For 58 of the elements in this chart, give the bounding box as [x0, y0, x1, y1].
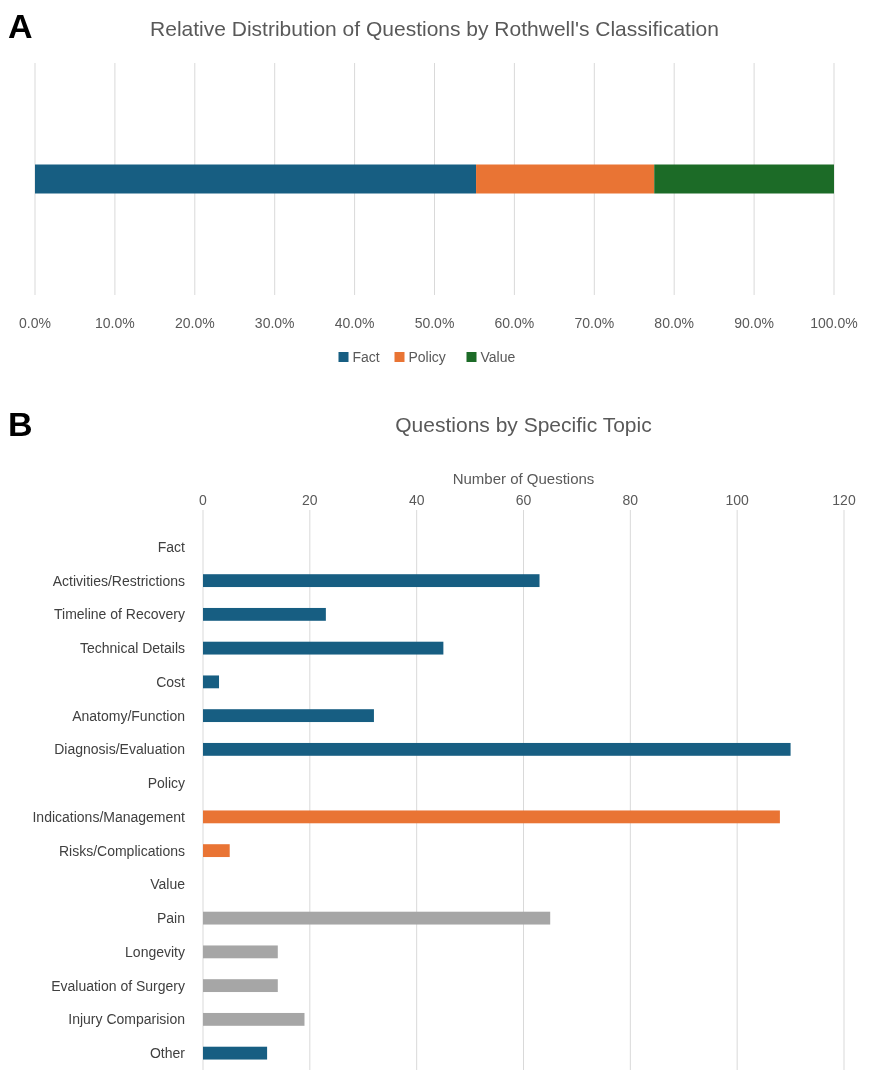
x-axis-title: Number of Questions — [452, 470, 595, 487]
bar — [203, 810, 780, 824]
y-tick-label: Fact — [157, 538, 186, 555]
y-tick-label: Cost — [156, 673, 186, 690]
y-tick-label: Indications/Management — [32, 808, 186, 825]
x-tick-label: 60.0% — [494, 315, 535, 331]
bar — [203, 675, 220, 689]
y-tick-label: Risks/Complications — [58, 842, 185, 859]
bar — [476, 164, 655, 194]
y-tick-label: Activities/Restrictions — [52, 572, 185, 589]
legend-label: Value — [480, 349, 516, 365]
x-tick-label: 70.0% — [574, 315, 615, 331]
y-tick-label: Value — [150, 876, 186, 893]
x-tick-label: 0.0% — [19, 315, 51, 331]
bar — [654, 164, 834, 194]
chart-title: Relative Distribution of Questions by Rothwell's Classification — [150, 17, 719, 40]
x-tick-label: 30.0% — [254, 315, 295, 331]
bar — [203, 641, 444, 655]
y-tick-label: Pain — [156, 910, 185, 927]
x-tick-label: 80 — [622, 492, 639, 508]
x-tick-label: 0 — [199, 492, 208, 508]
bar — [203, 574, 540, 588]
bar — [35, 164, 477, 194]
y-tick-label: Policy — [147, 775, 185, 792]
x-tick-label: 100 — [725, 492, 750, 508]
y-tick-label: Longevity — [125, 943, 185, 960]
bar — [203, 1012, 305, 1026]
bar — [203, 607, 326, 621]
x-tick-label: 100.0% — [810, 315, 858, 331]
x-tick-label: 20.0% — [174, 315, 215, 331]
x-tick-label: 40 — [408, 492, 425, 508]
bar — [203, 945, 278, 959]
y-tick-label: Anatomy/Function — [72, 707, 185, 724]
legend-label: Fact — [352, 349, 380, 365]
bar — [203, 911, 551, 925]
y-tick-label: Diagnosis/Evaluation — [54, 741, 185, 758]
y-tick-label: Timeline of Recovery — [54, 606, 185, 623]
x-tick-label: 120 — [832, 492, 856, 508]
x-tick-label: 50.0% — [414, 315, 455, 331]
bar — [203, 709, 374, 723]
x-tick-label: 90.0% — [734, 315, 774, 331]
y-tick-label: Other — [149, 1045, 186, 1062]
x-tick-label: 40.0% — [334, 315, 375, 331]
y-tick-label: Technical Details — [79, 640, 185, 657]
text: A — [8, 7, 33, 45]
bar — [203, 742, 791, 756]
text: B — [8, 405, 33, 443]
x-tick-label: 60 — [515, 492, 532, 508]
bar — [203, 844, 230, 858]
x-tick-label: 10.0% — [95, 315, 135, 331]
bar — [203, 1046, 268, 1060]
y-tick-label: Injury Comparision — [68, 1011, 185, 1028]
chart-title: Questions by Specific Topic — [395, 413, 652, 436]
legend-label: Policy — [408, 349, 446, 365]
x-tick-label: 20 — [302, 492, 318, 508]
y-tick-label: Evaluation of Surgery — [51, 977, 185, 994]
x-tick-label: 80.0% — [654, 315, 695, 331]
bar — [203, 979, 278, 993]
